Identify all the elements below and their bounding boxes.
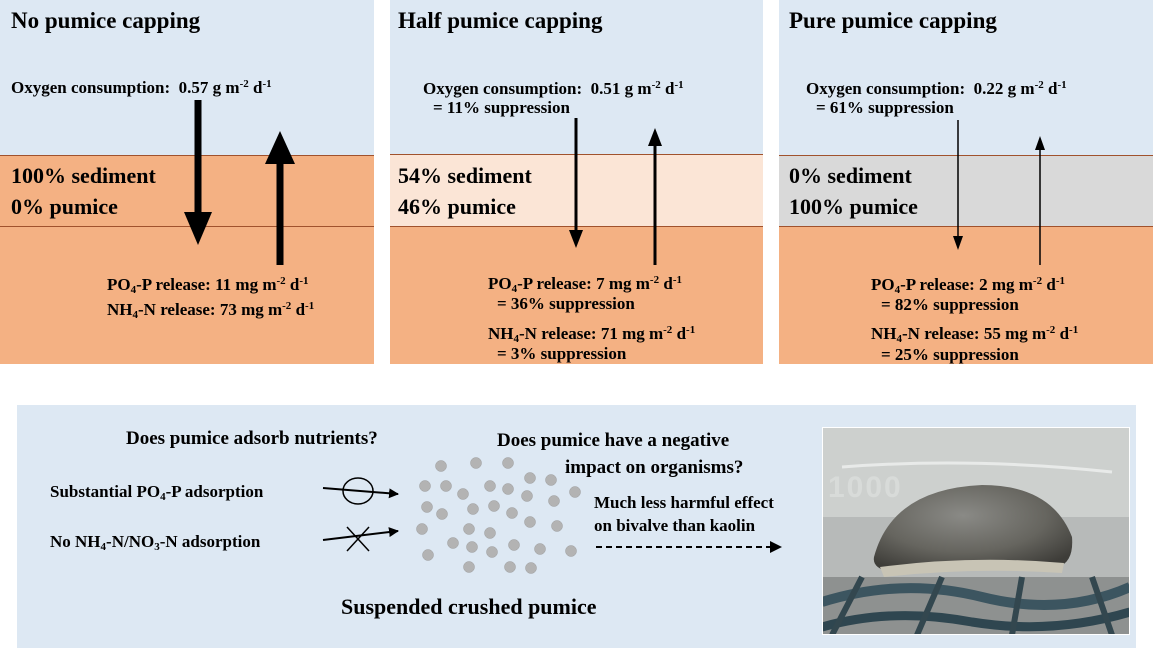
question-impact: Does pumice have a negative impact on or…: [497, 430, 744, 478]
po4-adsorption: Substantial PO4-P adsorption: [50, 482, 264, 503]
po4-release: PO4-P release: 7 mg m-2 d-1: [488, 274, 682, 295]
oxygen-down-arrow-2: [569, 118, 583, 248]
nutrient-up-arrow-2: [648, 128, 662, 265]
nh4-release: NH4-N release: 73 mg m-2 d-1: [107, 300, 315, 321]
nh4-release: NH4-N release: 71 mg m-2 d-1: [488, 324, 696, 345]
panel-pure-pumice-layer: [779, 155, 1153, 227]
panel-title: No pumice capping: [11, 8, 201, 33]
oxygen-down-arrow-1: [184, 100, 212, 245]
po4-release: PO4-P release: 11 mg m-2 d-1: [107, 275, 309, 296]
oxygen-consumption: Oxygen consumption: 0.22 g m-2 d-1: [806, 79, 1067, 98]
layer-composition: 100% sediment 0% pumice: [11, 163, 156, 219]
panel-no-pumice-sediment: [0, 227, 374, 364]
oxygen-down-arrow-3: [953, 120, 963, 250]
po4-suppression: = 82% suppression: [881, 295, 1019, 314]
nh4-suppression: = 25% suppression: [881, 345, 1019, 364]
oxygen-suppression: = 61% suppression: [816, 98, 954, 117]
bivalve-effect: Much less harmful effect on bivalve than …: [594, 493, 774, 535]
nutrient-up-arrow-1: [265, 131, 295, 265]
nh4-suppression: = 3% suppression: [497, 344, 627, 363]
pumice-particles: [416, 457, 581, 574]
oxygen-consumption: Oxygen consumption: 0.51 g m-2 d-1: [423, 79, 684, 98]
panel-pure-pumice-sediment: [779, 227, 1153, 364]
nutrient-up-arrow-3: [1035, 136, 1045, 265]
nh4-release: NH4-N release: 55 mg m-2 d-1: [871, 324, 1079, 345]
nh4-adsorption: No NH4-N/NO3-N adsorption: [50, 532, 261, 553]
bivalve-photo: 1000: [822, 427, 1130, 635]
oxygen-suppression: = 11% suppression: [433, 98, 570, 117]
photo-label: 1000: [828, 471, 903, 504]
panel-pure-pumice: [779, 0, 1153, 155]
panel-half-pumice-sediment: [390, 227, 763, 364]
nh4-adsorption-arrow: [322, 526, 399, 552]
layer-composition: 54% sediment 46% pumice: [398, 163, 532, 219]
panel-title: Half pumice capping: [398, 8, 603, 33]
po4-release: PO4-P release: 2 mg m-2 d-1: [871, 275, 1065, 296]
panel-no-pumice: [0, 0, 374, 155]
oxygen-consumption: Oxygen consumption: 0.57 g m-2 d-1: [11, 78, 272, 97]
po4-suppression: = 36% suppression: [497, 294, 635, 313]
panel-title: Pure pumice capping: [789, 8, 997, 33]
layer-composition: 0% sediment 100% pumice: [789, 163, 918, 219]
bivalve-effect-dashed-arrow: [596, 541, 782, 553]
question-adsorb: Does pumice adsorb nutrients?: [126, 428, 378, 449]
caption: Suspended crushed pumice: [341, 594, 597, 619]
po4-adsorption-arrow: [322, 477, 399, 505]
